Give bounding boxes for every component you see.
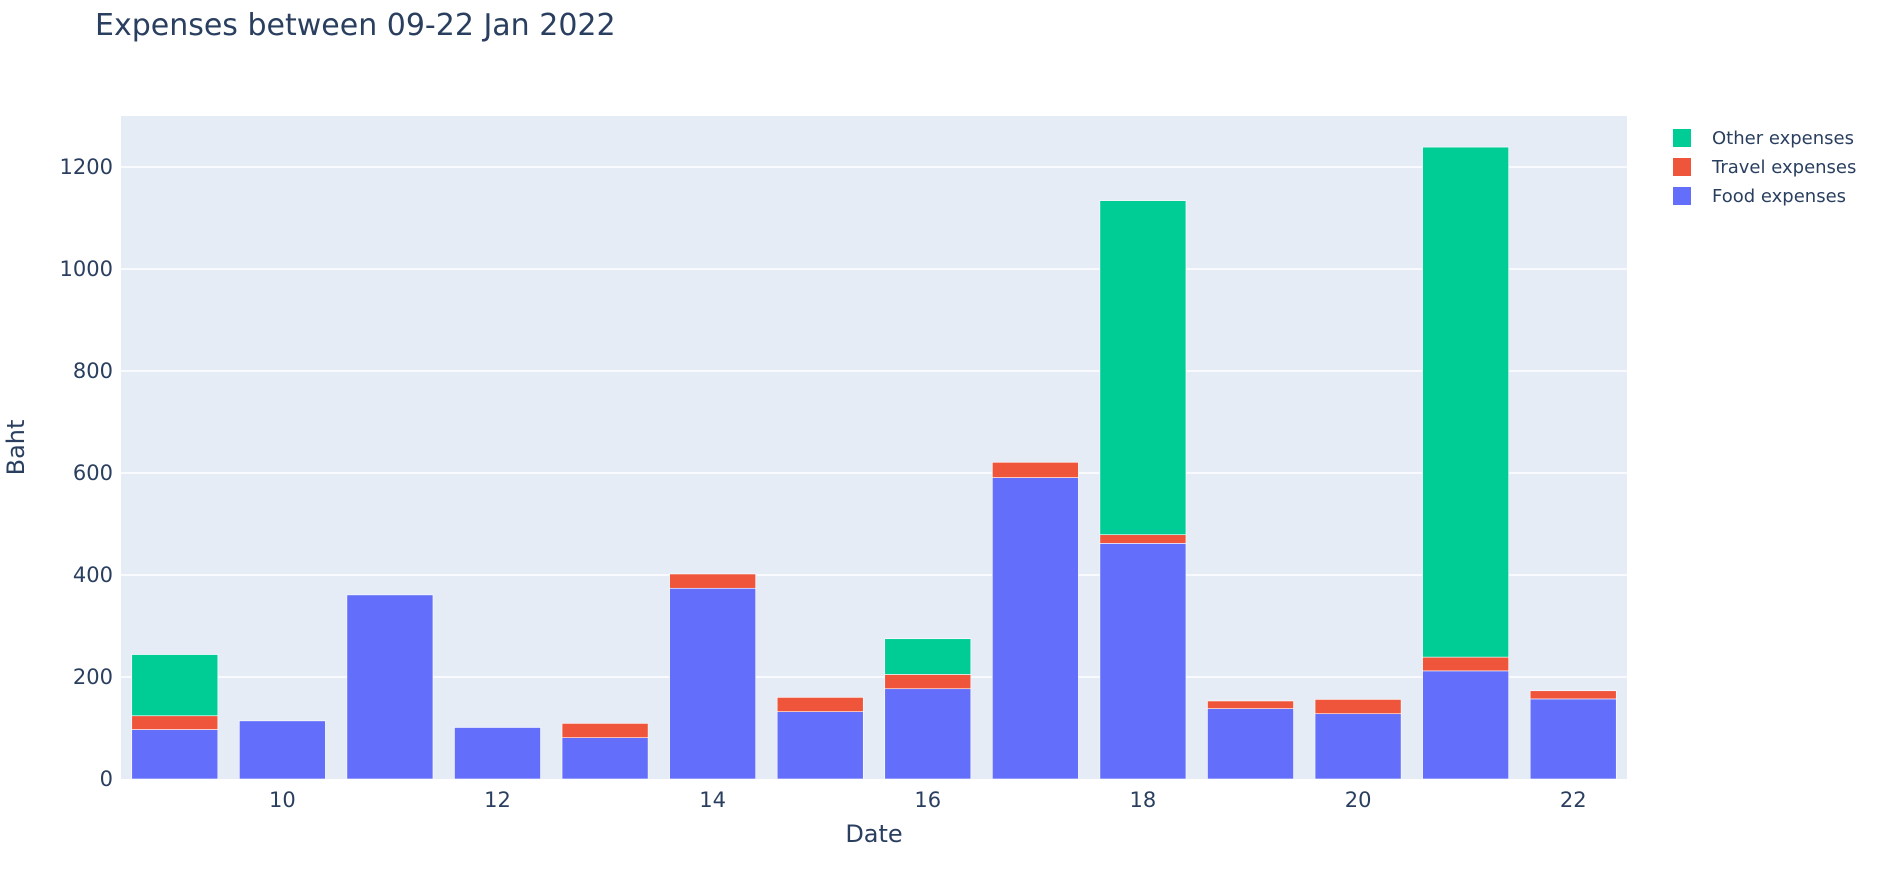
legend-item[interactable]: Other expenses (1673, 128, 1854, 149)
bar-segment-travel-expenses[interactable] (884, 674, 972, 690)
bar-segment-food-expenses[interactable] (346, 594, 434, 780)
chart-title: Expenses between 09-22 Jan 2022 (95, 8, 616, 43)
bar-segment-travel-expenses[interactable] (669, 573, 756, 589)
bar-segment-food-expenses[interactable] (1422, 670, 1509, 780)
legend-label: Travel expenses (1711, 157, 1856, 178)
bar-segment-food-expenses[interactable] (992, 477, 1079, 780)
y-tick-label: 400 (73, 563, 113, 587)
bar-segment-food-expenses[interactable] (669, 587, 756, 780)
legend-swatch (1673, 187, 1691, 205)
bar-segment-travel-expenses[interactable] (1314, 699, 1402, 715)
bar-segment-food-expenses[interactable] (1529, 698, 1617, 780)
x-tick-label: 10 (269, 788, 296, 812)
y-tick-label: 0 (100, 767, 113, 791)
bar-segment-travel-expenses[interactable] (776, 697, 864, 712)
x-axis-title: Date (845, 820, 902, 848)
legend-item[interactable]: Food expenses (1673, 186, 1846, 207)
legend-item[interactable]: Travel expenses (1673, 157, 1856, 178)
bar-segment-travel-expenses[interactable] (992, 461, 1079, 478)
x-tick-label: 22 (1560, 788, 1587, 812)
bar-segment-other-expenses[interactable] (884, 638, 972, 675)
bar-segment-food-expenses[interactable] (1099, 543, 1187, 780)
axes: 0 200 400 600 800 1000 1200 10 12 14 16 18 20 22 Date B… (2, 155, 1587, 848)
y-tick-label: 1000 (60, 257, 113, 281)
bar-segment-food-expenses[interactable] (776, 711, 864, 780)
bar-segment-travel-expenses[interactable] (1529, 690, 1617, 700)
bar-segment-food-expenses[interactable] (884, 688, 972, 780)
bar-segment-food-expenses[interactable] (131, 729, 219, 780)
x-tick-label: 20 (1345, 788, 1372, 812)
y-axis-title: Baht (2, 420, 30, 476)
x-tick-label: 18 (1130, 788, 1157, 812)
bars (131, 146, 1617, 780)
bar-segment-other-expenses[interactable] (1422, 146, 1509, 658)
y-tick-label: 600 (73, 461, 113, 485)
legend-label: Food expenses (1712, 186, 1846, 207)
x-tick-label: 12 (484, 788, 511, 812)
bar-segment-food-expenses[interactable] (1314, 713, 1402, 780)
bar-segment-travel-expenses[interactable] (1099, 534, 1187, 544)
legend-label: Other expenses (1712, 128, 1854, 149)
bar-segment-travel-expenses[interactable] (561, 723, 649, 738)
bar-segment-travel-expenses[interactable] (1207, 700, 1294, 709)
bar-segment-food-expenses[interactable] (454, 727, 541, 780)
x-tick-label: 14 (699, 788, 726, 812)
bar-segment-food-expenses[interactable] (1207, 708, 1294, 780)
legend[interactable]: Other expenses Travel expenses Food expens… (1673, 128, 1856, 207)
bar-segment-travel-expenses[interactable] (131, 715, 219, 730)
bar-segment-food-expenses[interactable] (561, 737, 649, 780)
bar-segment-other-expenses[interactable] (1099, 200, 1187, 536)
x-tick-label: 16 (914, 788, 941, 812)
y-tick-label: 800 (73, 359, 113, 383)
legend-swatch (1673, 129, 1691, 147)
legend-swatch (1673, 158, 1691, 176)
bar-segment-travel-expenses[interactable] (1422, 656, 1509, 672)
y-tick-label: 1200 (60, 155, 113, 179)
y-tick-label: 200 (73, 665, 113, 689)
bar-segment-other-expenses[interactable] (131, 654, 219, 717)
bar-segment-food-expenses[interactable] (239, 720, 326, 780)
